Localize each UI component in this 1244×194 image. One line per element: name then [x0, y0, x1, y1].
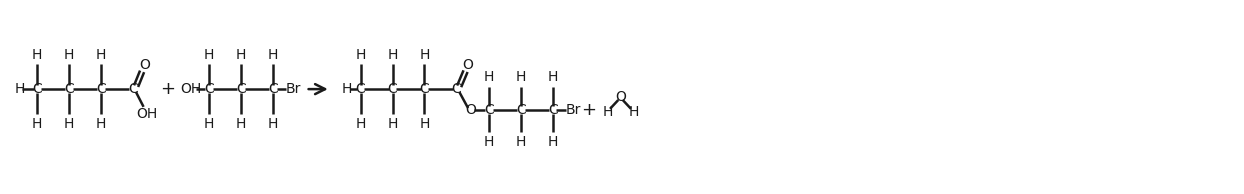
Text: H: H: [356, 117, 366, 131]
Text: C: C: [128, 82, 138, 96]
Text: H: H: [419, 117, 429, 131]
Text: O: O: [615, 90, 626, 104]
Text: H: H: [267, 48, 277, 62]
Text: H: H: [387, 48, 398, 62]
Text: H: H: [235, 48, 246, 62]
Text: H: H: [547, 70, 557, 84]
Text: +: +: [160, 80, 175, 98]
Text: H: H: [267, 117, 277, 131]
Text: C: C: [484, 103, 494, 117]
Text: H: H: [32, 117, 42, 131]
Text: C: C: [236, 82, 246, 96]
Text: H: H: [96, 117, 106, 131]
Text: C: C: [388, 82, 397, 96]
Text: H: H: [204, 117, 214, 131]
Text: H: H: [356, 48, 366, 62]
Text: C: C: [356, 82, 366, 96]
Text: C: C: [32, 82, 42, 96]
Text: C: C: [65, 82, 75, 96]
Text: O: O: [465, 103, 476, 117]
Text: O: O: [139, 58, 151, 72]
Text: H: H: [547, 135, 557, 149]
Text: H: H: [515, 135, 526, 149]
Text: H: H: [63, 117, 75, 131]
Text: OH: OH: [136, 107, 157, 121]
Text: Br: Br: [566, 103, 581, 117]
Text: Br: Br: [286, 82, 301, 96]
Text: H: H: [96, 48, 106, 62]
Text: O: O: [463, 58, 473, 72]
Text: H: H: [484, 135, 494, 149]
Text: H: H: [235, 117, 246, 131]
Text: H: H: [63, 48, 75, 62]
Text: H: H: [628, 105, 638, 119]
Text: H: H: [341, 82, 352, 96]
Text: C: C: [547, 103, 557, 117]
Text: C: C: [204, 82, 214, 96]
Text: H: H: [32, 48, 42, 62]
Text: H: H: [204, 48, 214, 62]
Text: H: H: [387, 117, 398, 131]
Text: C: C: [452, 82, 462, 96]
Text: H: H: [602, 105, 613, 119]
Text: C: C: [267, 82, 277, 96]
Text: +: +: [581, 101, 596, 119]
Text: H: H: [419, 48, 429, 62]
Text: H: H: [515, 70, 526, 84]
Text: C: C: [96, 82, 106, 96]
Text: H: H: [14, 82, 25, 96]
Text: H: H: [484, 70, 494, 84]
Text: C: C: [516, 103, 526, 117]
Text: C: C: [419, 82, 429, 96]
Text: OH: OH: [180, 82, 202, 96]
